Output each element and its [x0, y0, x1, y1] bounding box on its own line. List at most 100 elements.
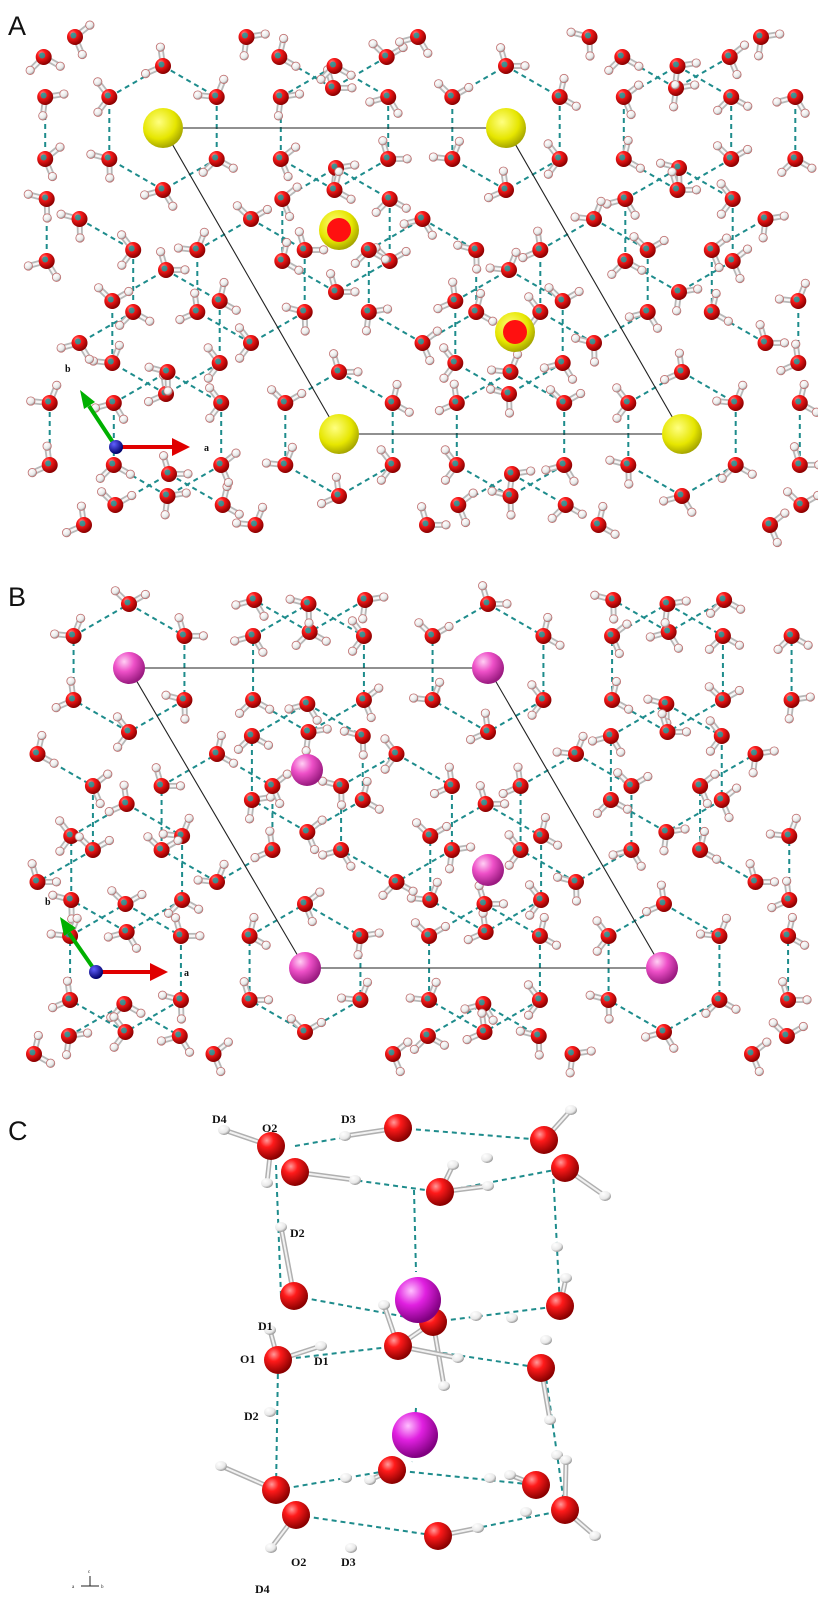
hydrogen-bond	[665, 799, 723, 833]
oxygen-atom-highlight	[107, 296, 114, 303]
deuterium-atom	[51, 703, 61, 713]
deuterium-atom	[629, 232, 639, 242]
hydrogen-bond	[665, 703, 723, 737]
deuterium-atom	[624, 704, 634, 714]
deuterium-atom	[691, 185, 702, 195]
deuterium-atom	[176, 1014, 187, 1024]
oxygen-atom-highlight	[248, 631, 255, 638]
deuterium-atom	[567, 374, 578, 384]
deuterium-atom	[350, 160, 360, 170]
deuterium-atom	[566, 27, 576, 37]
water-molecule	[475, 781, 510, 812]
deuterium-atom	[553, 872, 563, 882]
panel-c-axis-triad: c a b	[72, 1570, 104, 1590]
water-molecule	[350, 242, 390, 268]
deuterium-atom	[219, 859, 229, 869]
oxygen-atom-highlight	[302, 827, 309, 834]
oxygen-atom-highlight	[388, 398, 395, 405]
water-molecule	[317, 472, 347, 509]
hydrogen-bond	[338, 371, 394, 404]
oxygen-atom-highlight	[714, 931, 721, 938]
deuterium-atom	[565, 1105, 577, 1115]
water-molecule	[193, 74, 229, 105]
deuterium-atom	[382, 304, 393, 314]
oxygen-atom-highlight	[719, 595, 726, 602]
oxygen-atom-highlight	[617, 52, 624, 59]
hydrogen-bond	[612, 599, 670, 633]
deuterium-atom	[51, 272, 62, 282]
water-molecule	[410, 918, 451, 944]
deuterium-atom	[439, 343, 449, 353]
water-molecule	[51, 676, 82, 713]
oxygen-atom-highlight	[674, 163, 681, 170]
deuterium-atom	[695, 929, 706, 939]
deuterium-atom	[775, 29, 785, 39]
deuterium-atom	[378, 1300, 390, 1310]
deuterium-atom	[350, 287, 360, 297]
deuterium-atom	[199, 227, 209, 237]
deuterium-atom	[673, 643, 684, 653]
water-molecule	[117, 230, 142, 270]
water-molecule	[243, 792, 276, 824]
oxygen-atom-highlight	[209, 1049, 215, 1056]
deuterium-atom	[366, 712, 376, 723]
oxygen-atom-highlight	[248, 695, 255, 702]
oxygen-atom-highlight	[677, 491, 684, 498]
deuterium-atom	[114, 340, 124, 350]
water-molecule	[23, 189, 55, 223]
water-molecule	[376, 445, 401, 485]
deuterium-atom	[453, 240, 463, 250]
hydrogen-bond	[552, 1169, 561, 1307]
deuterium-atom	[487, 486, 497, 496]
deuterium-atom	[339, 726, 349, 736]
hydrogen-bond	[340, 753, 397, 787]
deuterium-atom	[742, 244, 753, 254]
deuterium-atom	[547, 513, 557, 523]
hydrogen-bond	[275, 1469, 393, 1491]
deuterium-atom	[267, 385, 277, 395]
oxygen-atom-highlight	[110, 500, 117, 507]
oxygen-atom-highlight	[39, 52, 46, 59]
deuterium-atom	[488, 316, 498, 326]
deuterium-atom	[294, 89, 305, 99]
deuterium-atom	[769, 877, 780, 887]
hydrogen-bond	[70, 803, 128, 837]
guest-density-sphere	[143, 108, 183, 148]
water-molecule	[26, 1030, 56, 1068]
hydrogen-bond	[125, 903, 182, 937]
deuterium-atom	[56, 343, 66, 353]
deuterium-atom	[231, 448, 241, 458]
panel-a-axis-label-a: a	[204, 443, 209, 454]
deuterium-atom	[316, 74, 326, 84]
hydrogen-bond	[252, 603, 309, 637]
oxygen-atom-highlight	[69, 631, 76, 638]
deuterium-atom	[97, 487, 107, 497]
deuterium-atom	[119, 414, 129, 424]
deuterium-atom	[194, 904, 204, 914]
water-molecule	[110, 586, 151, 612]
oxygen-atom-highlight	[358, 731, 365, 738]
water-molecule	[261, 442, 297, 473]
deuterium-atom	[228, 163, 238, 173]
deuterium-atom	[498, 899, 509, 909]
deuterium-atom	[599, 1191, 611, 1201]
deuterium-atom	[800, 940, 810, 950]
oxygen-atom-highlight	[383, 92, 390, 99]
oxygen-atom	[281, 1158, 309, 1186]
oxygen-atom-highlight	[163, 367, 169, 374]
deuterium-atom	[607, 269, 617, 279]
deuterium-atom	[431, 977, 441, 987]
deuterium-atom	[427, 230, 437, 240]
water-molecule	[231, 592, 269, 621]
water-molecule	[615, 135, 645, 173]
deuterium-atom	[215, 1461, 227, 1471]
axis-a-arrowhead	[150, 963, 168, 981]
deuterium-atom	[156, 247, 166, 257]
deuterium-atom	[488, 1015, 498, 1025]
deuterium-atom	[140, 190, 150, 200]
deuterium-atom	[612, 413, 622, 423]
deuterium-atom	[803, 640, 813, 650]
water-molecule	[205, 1037, 233, 1077]
hydrogen-bond	[308, 699, 365, 733]
deuterium-atom	[611, 676, 622, 687]
